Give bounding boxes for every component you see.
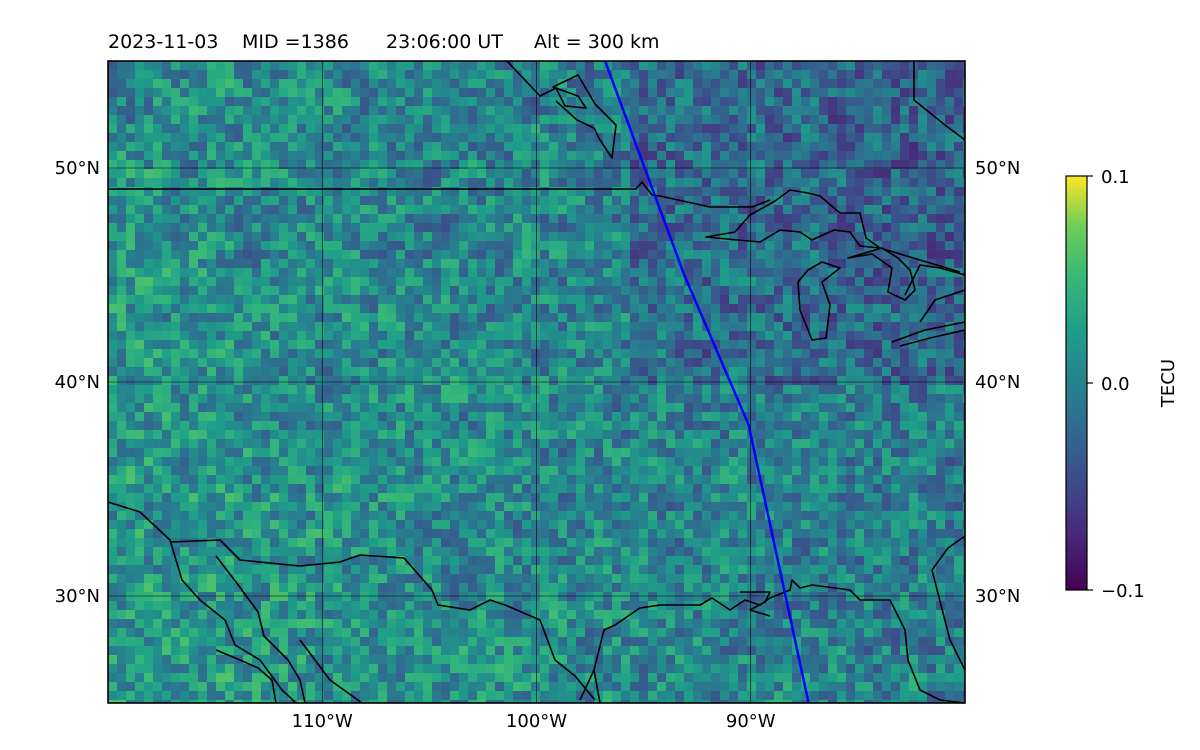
coastlines-borders bbox=[108, 61, 965, 703]
colorbar-ticks: 0.1 0.0 −0.1 bbox=[1087, 167, 1145, 602]
lat-tick-label-right: 30°N bbox=[975, 586, 1020, 607]
colorbar-gradient bbox=[1065, 175, 1088, 591]
lon-tick-label: 100°W bbox=[506, 711, 567, 732]
map-area bbox=[107, 60, 966, 704]
colorbar-tick-label: 0.1 bbox=[1101, 167, 1130, 188]
graticule bbox=[108, 61, 965, 703]
lon-tick-label: 110°W bbox=[292, 711, 353, 732]
tec-heatmap bbox=[108, 61, 965, 703]
lat-tick-label-left: 50°N bbox=[55, 158, 100, 179]
lat-tick-label-left: 30°N bbox=[55, 586, 100, 607]
satellite-track bbox=[603, 61, 810, 703]
title-time: 23:06:00 UT bbox=[386, 31, 503, 53]
lat-tick-label-right: 40°N bbox=[975, 372, 1020, 393]
title-date: 2023-11-03 bbox=[108, 31, 218, 53]
latitude-labels-left: 50°N 40°N 30°N bbox=[55, 158, 100, 607]
colorbar-label: TECU bbox=[1158, 359, 1179, 408]
title-mid: MID =1386 bbox=[242, 31, 349, 53]
latitude-labels-right: 50°N 40°N 30°N bbox=[975, 158, 1020, 607]
colorbar-tick-label: 0.0 bbox=[1101, 374, 1130, 395]
colorbar-tick-label: −0.1 bbox=[1101, 581, 1145, 602]
longitude-labels: 110°W 100°W 90°W bbox=[292, 711, 776, 732]
lon-tick-label: 90°W bbox=[726, 711, 776, 732]
lat-tick-label-right: 50°N bbox=[975, 158, 1020, 179]
lat-tick-label-left: 40°N bbox=[55, 372, 100, 393]
title-altitude: Alt = 300 km bbox=[534, 31, 660, 53]
map-frame bbox=[107, 60, 966, 704]
colorbar: 0.1 0.0 −0.1 TECU bbox=[1065, 167, 1179, 602]
